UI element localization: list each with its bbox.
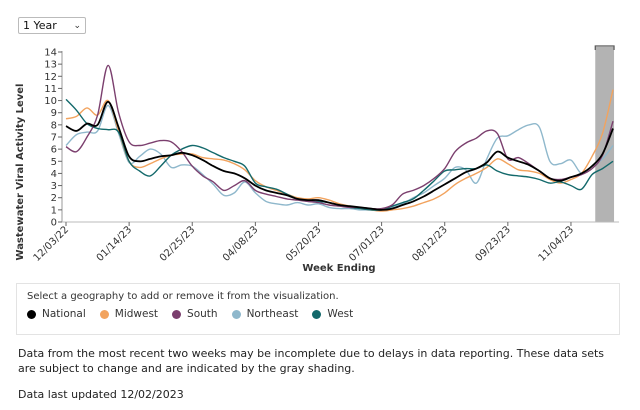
- x-tick-label: 01/14/23: [95, 224, 135, 264]
- legend-label: South: [187, 308, 218, 320]
- series-line-national[interactable]: [65, 100, 614, 211]
- legend-label: West: [327, 308, 354, 320]
- legend-label: Northeast: [246, 308, 299, 320]
- legend-dot-icon: [312, 309, 322, 319]
- legend-label: Midwest: [114, 308, 159, 320]
- series-line-west[interactable]: [65, 98, 614, 211]
- series-line-northeast[interactable]: [65, 104, 614, 211]
- legend-dot-icon: [99, 309, 109, 319]
- x-tick-label: 02/25/23: [158, 224, 198, 264]
- y-tick-label: 3: [51, 181, 57, 192]
- incomplete-data-note: Data from the most recent two weeks may …: [18, 347, 605, 375]
- x-tick-label: 12/03/22: [32, 224, 72, 264]
- y-tick-label: 6: [51, 145, 57, 156]
- x-tick-label: 08/12/23: [410, 224, 450, 264]
- x-tick-label: 09/23/23: [473, 224, 513, 264]
- y-tick-label: 1: [51, 205, 57, 216]
- last-updated-text: Data last updated 12/02/2023: [18, 388, 184, 401]
- chevron-down-icon: ⌄: [73, 21, 81, 31]
- y-tick-label: 4: [51, 169, 57, 180]
- legend-item-northeast[interactable]: Northeast: [231, 308, 299, 320]
- y-axis-title: Wastewater Viral Activity Level: [15, 84, 26, 261]
- y-tick-label: 0: [51, 218, 57, 229]
- legend-label: National: [42, 308, 86, 320]
- x-axis-title: Week Ending: [302, 263, 375, 274]
- x-tick-label: 11/04/23: [537, 224, 577, 264]
- legend-prompt: Select a geography to add or remove it f…: [27, 291, 339, 302]
- y-tick-label: 14: [44, 48, 57, 59]
- legend-items: National Midwest South Northeast West: [27, 308, 353, 320]
- time-range-select[interactable]: 1 Year ⌄: [18, 17, 86, 34]
- legend-item-south[interactable]: South: [172, 308, 218, 320]
- legend-item-west[interactable]: West: [312, 308, 353, 320]
- time-range-value: 1 Year: [23, 19, 57, 32]
- y-tick-label: 10: [44, 96, 57, 107]
- x-tick-label: 04/08/23: [221, 224, 261, 264]
- legend-panel: Select a geography to add or remove it f…: [16, 283, 620, 335]
- legend-dot-icon: [27, 309, 36, 319]
- y-tick-label: 2: [51, 193, 57, 204]
- x-tick-label: 05/20/23: [284, 224, 324, 264]
- series-line-midwest[interactable]: [65, 89, 614, 212]
- y-tick-label: 5: [51, 157, 57, 168]
- y-tick-label: 7: [51, 133, 57, 144]
- y-tick-label: 12: [44, 72, 57, 83]
- x-tick-label: 07/01/23: [347, 224, 387, 264]
- series-line-south[interactable]: [65, 64, 614, 210]
- shading-bracket: [594, 45, 615, 50]
- y-tick-label: 8: [51, 120, 57, 131]
- y-tick-label: 13: [44, 60, 57, 71]
- legend-dot-icon: [172, 309, 182, 319]
- legend-item-national[interactable]: National: [27, 308, 86, 320]
- incomplete-data-shading: [595, 47, 615, 222]
- legend-dot-icon: [231, 309, 241, 319]
- y-tick-label: 11: [44, 84, 57, 95]
- y-tick-label: 9: [51, 108, 57, 119]
- legend-item-midwest[interactable]: Midwest: [99, 308, 159, 320]
